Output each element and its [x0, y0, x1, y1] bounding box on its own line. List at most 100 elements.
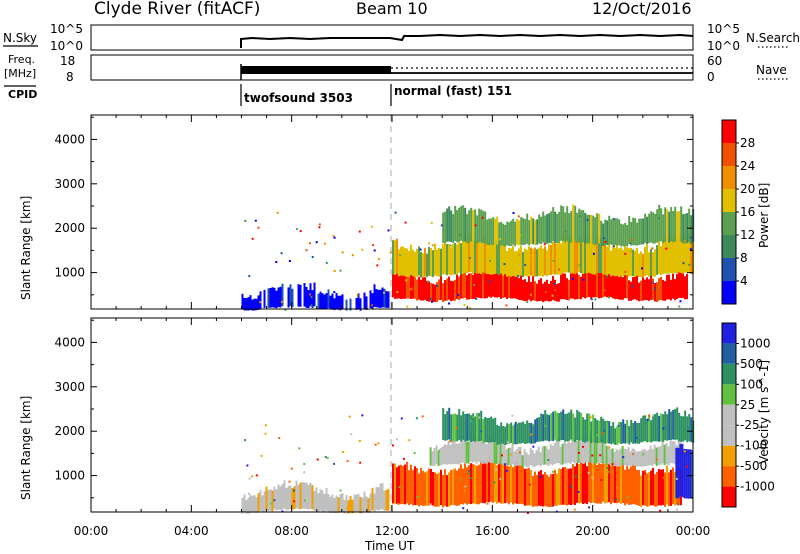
data-band-1	[392, 456, 682, 508]
scatter-speck	[288, 260, 291, 262]
band-cell	[583, 436, 586, 463]
band-cell	[355, 298, 358, 310]
scatter-speck	[506, 441, 509, 444]
band-cell	[469, 432, 472, 462]
scatter-speck	[499, 238, 502, 241]
band-cell	[400, 464, 402, 505]
band-cell	[624, 469, 626, 506]
scatter-speck	[486, 502, 489, 505]
band-cell	[690, 241, 692, 275]
band-cell	[598, 463, 600, 504]
band-cell	[681, 443, 684, 498]
colorbar-swatch	[722, 120, 736, 143]
band-cell	[663, 444, 666, 466]
scatter-speck	[474, 224, 477, 227]
band-cell	[552, 242, 554, 274]
band-cell	[654, 213, 657, 244]
band-cell	[592, 414, 595, 442]
band-cell	[542, 211, 545, 243]
band-cell	[612, 271, 614, 299]
band-cell	[466, 214, 469, 244]
band-cell	[572, 464, 574, 505]
band-cell	[377, 289, 380, 308]
band-cell	[321, 293, 324, 310]
scatter-speck	[339, 269, 342, 272]
band-cell	[678, 211, 681, 243]
nave-top-tick: 60	[707, 54, 722, 68]
band-cell	[277, 484, 280, 510]
band-cell	[392, 463, 394, 504]
scatter-speck	[511, 414, 514, 417]
x-tick-label: 00:00	[676, 524, 711, 538]
band-cell	[518, 220, 521, 246]
band-cell	[646, 473, 648, 507]
scatter-speck	[469, 477, 472, 480]
band-cell	[410, 271, 412, 299]
nsky-panel: N.Sky 10^5 10^0 10^5 10^0 N.Search	[3, 22, 800, 53]
band-cell	[616, 426, 619, 445]
band-cell	[612, 245, 614, 276]
scatter-speck	[392, 444, 394, 447]
band-cell	[650, 211, 653, 243]
scatter-speck	[478, 416, 481, 419]
scatter-speck	[591, 476, 594, 479]
scatter-speck	[383, 291, 385, 294]
band-cell	[508, 424, 511, 444]
scatter-speck	[606, 466, 609, 469]
band-cell	[408, 250, 410, 278]
band-cell	[402, 465, 404, 505]
band-cell	[452, 214, 455, 244]
band-cell	[594, 217, 597, 246]
band-cell	[564, 413, 567, 442]
band-cell	[672, 410, 675, 440]
band-cell	[466, 239, 468, 274]
band-cell	[494, 218, 497, 245]
scatter-speck	[244, 219, 247, 222]
band-cell	[289, 284, 292, 307]
band-cell	[622, 462, 624, 504]
band-cell	[482, 461, 484, 503]
band-cell	[616, 218, 619, 246]
scatter-speck	[578, 215, 581, 218]
band-cell	[444, 469, 446, 506]
scatter-speck	[532, 424, 535, 426]
band-cell	[618, 219, 621, 246]
band-cell	[631, 448, 634, 466]
band-cell	[534, 247, 536, 277]
band-cell	[460, 270, 462, 299]
band-cell	[554, 241, 556, 275]
band-cell	[462, 205, 465, 242]
band-cell	[538, 417, 541, 442]
colorbar-tick-label: -25	[740, 418, 760, 432]
data-band-4	[675, 443, 694, 499]
band-cell	[670, 411, 673, 440]
band-cell	[345, 495, 348, 513]
scatter-speck	[323, 242, 326, 245]
band-cell	[624, 269, 626, 299]
band-cell	[556, 284, 558, 302]
colorbar-swatch	[722, 235, 736, 258]
band-cell	[584, 239, 586, 274]
band-cell	[568, 279, 570, 301]
band-cell	[617, 450, 620, 467]
scatter-speck	[554, 282, 557, 285]
band-cell	[624, 423, 627, 444]
scatter-speck	[257, 226, 260, 229]
scatter-speck	[468, 307, 471, 310]
band-cell	[587, 439, 590, 463]
band-cell	[668, 409, 671, 440]
band-cell	[496, 465, 498, 504]
band-cell	[253, 298, 256, 311]
band-cell	[567, 438, 570, 463]
band-cell	[509, 447, 512, 466]
band-cell	[483, 440, 486, 464]
band-cell	[689, 449, 692, 499]
scatter-speck	[605, 275, 608, 278]
band-cell	[580, 412, 583, 441]
band-cell	[452, 414, 455, 442]
band-cell	[450, 210, 453, 243]
band-cell	[644, 469, 646, 506]
band-cell	[408, 470, 410, 506]
scatter-speck	[687, 427, 690, 430]
band-cell	[608, 215, 611, 245]
